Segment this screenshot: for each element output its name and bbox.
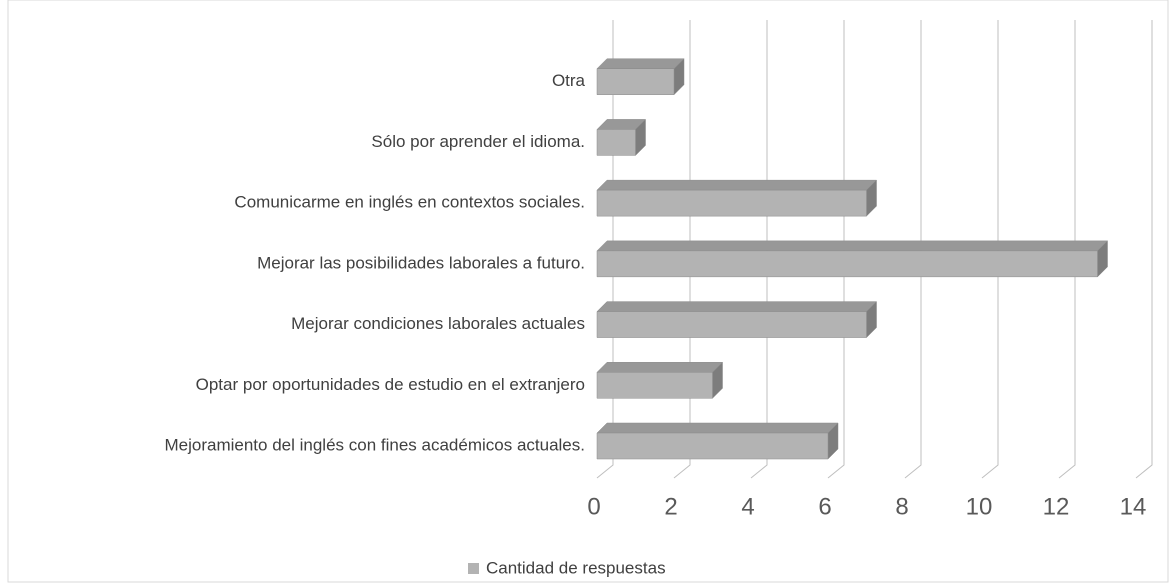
bar-front <box>596 432 829 460</box>
x-tick-label: 8 <box>895 493 908 520</box>
grid-line <box>1058 20 1076 479</box>
grid-line <box>1135 20 1153 479</box>
bar <box>596 58 685 96</box>
grid-line <box>981 20 999 479</box>
y-tick-label: Mejorar condiciones laborales actuales <box>291 314 585 333</box>
grid-line <box>827 20 845 479</box>
bar <box>596 179 878 217</box>
bar-front <box>596 189 867 217</box>
bar-top <box>596 240 1109 252</box>
bar <box>596 361 724 399</box>
bar <box>596 300 878 339</box>
x-tick-label: 2 <box>664 493 677 520</box>
bar-top <box>596 301 878 312</box>
grid-line <box>904 20 922 479</box>
grid-line <box>750 20 768 479</box>
y-tick-label: Mejorar las posibilidades laborales a fu… <box>257 253 585 272</box>
bar <box>596 422 839 460</box>
x-tick-label: 14 <box>1120 493 1147 520</box>
x-tick-label: 0 <box>587 493 600 520</box>
legend-swatch <box>468 563 479 574</box>
y-tick-label: Mejoramiento del inglés con fines académ… <box>164 435 585 454</box>
bar <box>596 240 1109 278</box>
bar-top <box>596 362 724 373</box>
bar-front <box>596 129 636 156</box>
x-tick-label: 12 <box>1043 493 1070 520</box>
bar-front <box>596 372 713 399</box>
x-tick-label: 4 <box>741 493 754 520</box>
y-tick-label: Otra <box>552 71 586 90</box>
y-tick-label: Sólo por aprender el idioma. <box>371 132 585 151</box>
bar <box>596 118 647 157</box>
x-tick-label: 10 <box>966 493 993 520</box>
bar-top <box>596 422 839 434</box>
bar-top <box>596 58 685 69</box>
bar-front <box>596 68 675 95</box>
y-tick-label: Optar por oportunidades de estudio en el… <box>196 375 585 394</box>
grid-line <box>596 20 614 479</box>
bar-front <box>596 311 867 338</box>
x-tick-label: 6 <box>818 493 831 520</box>
legend-label: Cantidad de respuestas <box>486 558 666 577</box>
chart-border <box>7 0 1169 583</box>
bar-front <box>596 250 1098 278</box>
bar-top <box>596 179 878 191</box>
y-tick-label: Comunicarme en inglés en contextos socia… <box>234 193 585 212</box>
grid-line <box>673 20 691 479</box>
